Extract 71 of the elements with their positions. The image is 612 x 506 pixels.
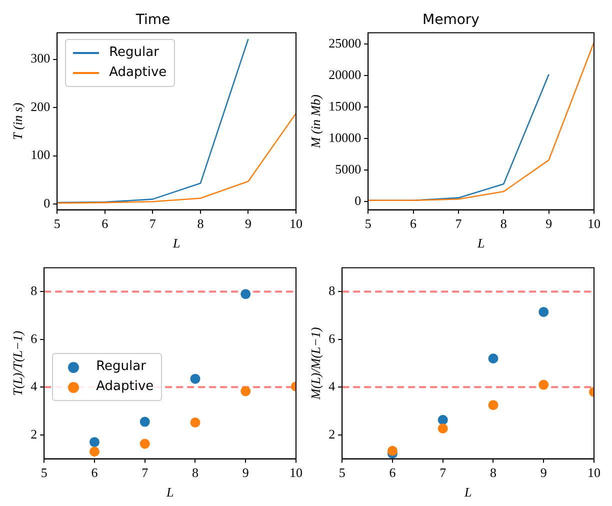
x-tick-label: 6 — [102, 216, 109, 232]
x-axis-title: L — [165, 484, 174, 500]
y-tick-label: 2 — [328, 426, 336, 442]
point — [538, 380, 549, 390]
x-tick-label: 10 — [290, 216, 302, 232]
y-tick-label: 200 — [30, 98, 50, 114]
x-tick-label: 5 — [364, 216, 372, 232]
x-tick-label: 7 — [455, 216, 462, 232]
y-tick-label: 5000 — [335, 162, 362, 177]
point — [438, 423, 448, 434]
y-tick-label: 15000 — [328, 98, 362, 114]
legend-label: Regular — [96, 358, 146, 376]
x-tick-label: 8 — [500, 216, 507, 232]
x-tick-label: 5 — [338, 465, 346, 480]
y-tick-label: 2 — [30, 426, 38, 442]
y-tick-label: 6 — [30, 330, 38, 346]
x-tick-label: 6 — [91, 465, 98, 480]
x-tick-label: 7 — [149, 216, 156, 232]
y-tick-label: 0 — [44, 195, 50, 210]
y-tick-label: 6 — [328, 330, 336, 346]
x-axis-title: L — [476, 236, 485, 251]
y-tick-label: 4 — [30, 378, 38, 394]
x-tick-label: 9 — [546, 216, 552, 232]
x-tick-label: 9 — [244, 216, 252, 232]
x-tick-label: 8 — [490, 465, 496, 480]
y-axis-title: M (in Mb) — [308, 94, 324, 150]
point — [190, 418, 200, 428]
x-tick-label: 7 — [142, 465, 149, 480]
chart-title: Time — [134, 12, 170, 28]
x-tick-label: 5 — [54, 216, 60, 232]
x-tick-label: 5 — [40, 465, 48, 480]
point — [89, 437, 100, 448]
point — [140, 416, 150, 427]
x-tick-label: 10 — [290, 465, 302, 480]
point — [89, 446, 100, 457]
point — [140, 438, 150, 449]
y-tick-label: 8 — [328, 283, 336, 298]
x-axis-title: L — [463, 484, 472, 500]
chart-title: Memory — [422, 12, 480, 28]
x-tick-label: 10 — [588, 465, 600, 480]
legend-label: Adaptive — [96, 378, 154, 396]
legend-label: Regular — [109, 44, 159, 62]
y-tick-label: 100 — [30, 147, 50, 162]
x-tick-label: 6 — [389, 465, 396, 480]
y-axis-title: T (in s) — [10, 102, 26, 140]
point — [240, 289, 251, 300]
x-tick-label: 8 — [197, 216, 204, 232]
y-axis-title: M(L)/M(L−1) — [308, 327, 324, 400]
y-axis-title: T(L)/T(L−1) — [10, 330, 26, 396]
x-tick-label: 10 — [588, 216, 600, 232]
x-tick-label: 9 — [540, 465, 547, 480]
y-tick-label: 4 — [328, 378, 336, 394]
y-tick-label: 0 — [354, 193, 362, 208]
y-tick-label: 10000 — [328, 130, 362, 146]
point — [387, 446, 398, 456]
point — [488, 354, 498, 364]
x-axis-title: L — [172, 236, 180, 251]
x-tick-label: 7 — [440, 465, 447, 480]
y-tick-label: 8 — [30, 283, 38, 298]
x-tick-label: 9 — [242, 465, 249, 480]
y-tick-label: 20000 — [328, 67, 362, 82]
point — [538, 306, 549, 317]
point — [190, 374, 200, 384]
y-tick-label: 25000 — [328, 36, 362, 51]
point — [438, 414, 448, 425]
y-tick-label: 300 — [30, 50, 50, 66]
x-tick-label: 8 — [192, 465, 198, 480]
x-tick-label: 6 — [410, 216, 418, 232]
legend-label: Adaptive — [109, 64, 167, 82]
point — [240, 386, 251, 396]
point — [488, 400, 498, 410]
